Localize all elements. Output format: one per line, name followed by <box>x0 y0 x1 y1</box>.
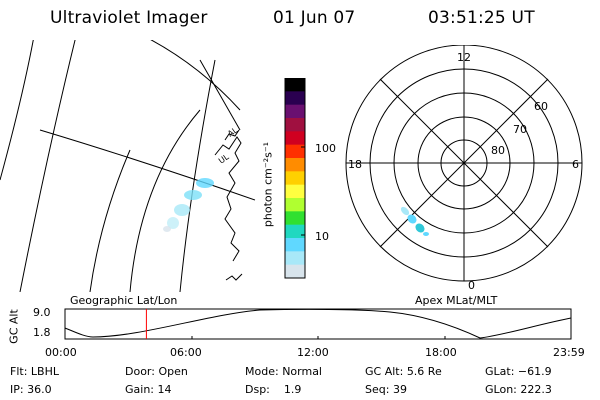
date-label: 01 Jun 07 <box>273 8 356 28</box>
place-label-ul: UL <box>217 152 231 166</box>
colorbar-color-band <box>285 104 305 119</box>
mlat-label-60: 60 <box>534 100 548 113</box>
colorbar-color-band <box>285 171 305 186</box>
mlt-label-18: 18 <box>348 158 362 171</box>
colorbar-color-band <box>285 118 305 132</box>
colorbar-color-band <box>285 144 305 159</box>
flt-value: LBHL <box>30 365 59 378</box>
latitude-line <box>0 40 34 181</box>
alt-ytick-high: 9.0 <box>33 306 51 319</box>
alt-xtick-0600: 06:00 <box>170 346 202 359</box>
alt-ytick-low: 1.8 <box>33 326 51 339</box>
coastline <box>214 136 242 262</box>
alt-plot-ylabel: GC Alt <box>7 309 21 344</box>
colorbar-color-band <box>285 211 305 226</box>
geo-panel-label: Geographic Lat/Lon <box>70 294 178 307</box>
info-door: Door: Open <box>125 365 188 378</box>
colorbar-scale <box>285 78 305 279</box>
info-gain: Gain: 14 <box>125 383 172 396</box>
altitude-curve <box>64 308 572 339</box>
gc-alt-value: 5.6 Re <box>406 365 442 378</box>
mlt-label-0: 0 <box>468 279 475 292</box>
instrument-title: Ultraviolet Imager <box>50 8 208 28</box>
colorbar-color-band <box>285 224 305 239</box>
info-mode: Mode: Normal <box>245 365 322 378</box>
colorbar-color-band <box>285 158 305 172</box>
mlat-label-80: 80 <box>491 144 505 157</box>
mlat-label-70: 70 <box>513 123 527 136</box>
colorbar-color-band <box>285 78 305 92</box>
longitude-line <box>199 59 241 131</box>
info-glat: GLat: −61.9 <box>485 365 552 378</box>
info-flt: Flt: LBHL <box>10 365 59 378</box>
colorbar-color-band <box>285 184 305 199</box>
colorbar-color-band <box>285 238 305 252</box>
latitude-line <box>19 40 76 292</box>
time-label: 03:51:25 UT <box>428 8 535 28</box>
info-dsp: Dsp: 1.9 <box>245 383 302 396</box>
altitude-plot <box>64 308 572 340</box>
door-value: Open <box>158 365 188 378</box>
colorbar-tick-100: 100 <box>315 142 336 155</box>
colorbar <box>284 78 306 279</box>
latitude-line <box>179 59 216 292</box>
mlt-label-12: 12 <box>457 51 471 64</box>
polar-aurora-emission <box>400 206 429 236</box>
colorbar-color-band <box>285 198 305 212</box>
colorbar-color-band <box>285 251 305 266</box>
colorbar-tick-10: 10 <box>315 230 329 243</box>
info-glon: GLon: 222.3 <box>485 383 552 396</box>
colorbar-color-band <box>285 131 305 146</box>
latitude-line <box>89 149 131 292</box>
colorbar-color-band <box>285 91 305 106</box>
coastline <box>224 129 240 141</box>
info-ip: IP: 36.0 <box>10 383 52 396</box>
polar-plot: 12 18 6 0 60 70 80 <box>345 45 583 292</box>
polar-panel-label: Apex MLat/MLT <box>415 294 498 307</box>
alt-plot-frame <box>64 308 572 340</box>
latitude-line <box>129 109 201 292</box>
map-boundary-arc <box>150 40 241 111</box>
dsp-value: 1.9 <box>283 383 302 396</box>
alt-xtick-1800: 18:00 <box>425 346 457 359</box>
alt-xtick-1200: 12:00 <box>297 346 329 359</box>
info-seq: Seq: 39 <box>365 383 407 396</box>
longitude-line <box>39 129 256 201</box>
mode-value: Normal <box>282 365 322 378</box>
gain-value: 14 <box>157 383 172 396</box>
colorbar-color-band <box>285 264 305 279</box>
seq-value: 39 <box>392 383 407 396</box>
info-gc-alt: GC Alt: 5.6 Re <box>365 365 442 378</box>
glat-value: −61.9 <box>517 365 552 378</box>
alt-xtick-0000: 00:00 <box>45 346 77 359</box>
ip-value: 36.0 <box>27 383 52 396</box>
glon-value: 222.3 <box>520 383 552 396</box>
place-label-al: AL <box>226 125 240 138</box>
coastline <box>225 273 243 281</box>
alt-xtick-2359: 23:59 <box>553 346 585 359</box>
colorbar-unit-label: photon cm⁻²s⁻¹ <box>261 141 275 228</box>
aurora-emission <box>163 178 214 232</box>
mlt-label-6: 6 <box>572 158 579 171</box>
geographic-map: UL AL <box>0 40 256 292</box>
